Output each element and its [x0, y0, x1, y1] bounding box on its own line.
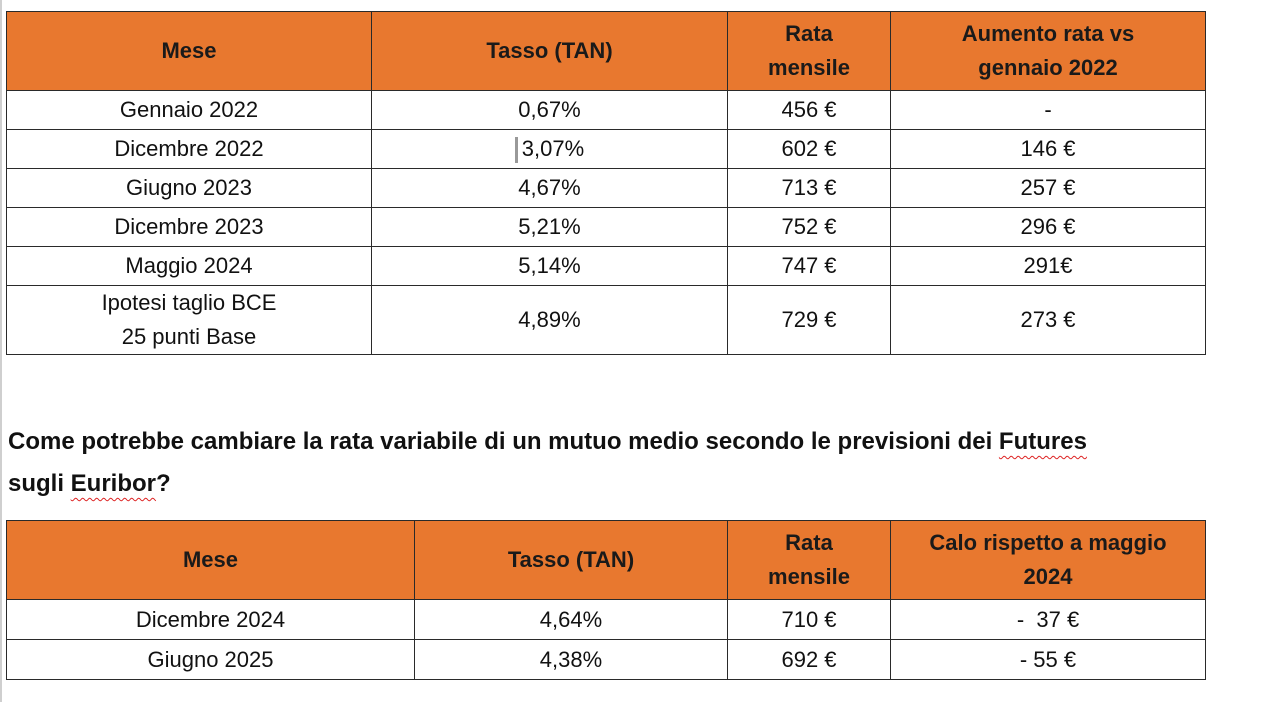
header-mese: Mese [6, 11, 372, 91]
header-rata: Rata mensile [727, 520, 891, 600]
table-row: Ipotesi taglio BCE 25 punti Base 4,89% 7… [6, 285, 1206, 355]
cell-tasso: 4,64% [414, 599, 728, 640]
table-row: Giugno 2023 4,67% 713 € 257 € [6, 168, 1206, 208]
table-row: Dicembre 2022 3,07% 602 € 146 € [6, 129, 1206, 169]
cell-rata: 710 € [727, 599, 891, 640]
header-rata-line2: mensile [768, 564, 850, 589]
header-aumento-line1-text: Aumento rata vs [961, 21, 1135, 46]
cell-rata: 602 € [727, 129, 891, 169]
header-aumento: Aumento rata vs gennaio 2022 [890, 11, 1206, 91]
table-header-row: Mese Tasso (TAN) Rata mensile Calo rispe… [6, 520, 1206, 600]
cell-mese: Giugno 2023 [6, 168, 372, 208]
question-part2: sugli [8, 470, 71, 497]
table-row: Dicembre 2023 5,21% 752 € 296 € [6, 207, 1206, 247]
cell-aumento: 146 € [890, 129, 1206, 169]
cell-aumento: 273 € [890, 285, 1206, 355]
cell-rata: 713 € [727, 168, 891, 208]
cell-aumento: 257 € [890, 168, 1206, 208]
table-row: Maggio 2024 5,14% 747 € 291€ [6, 246, 1206, 286]
header-tasso: Tasso (TAN) [371, 11, 728, 91]
cell-mese: Gennaio 2022 [6, 90, 372, 130]
header-tasso: Tasso (TAN) [414, 520, 728, 600]
header-calo-line1: Calo rispetto a maggio [929, 530, 1167, 555]
rate-forecast-table: Mese Tasso (TAN) Rata mensile Calo rispe… [6, 520, 1206, 680]
header-calo: Calo rispetto a maggio 2024 [890, 520, 1206, 600]
header-rata-line1: Rata [785, 530, 833, 555]
cell-tasso: 5,14% [371, 246, 728, 286]
table-row: Gennaio 2022 0,67% 456 € - [6, 90, 1206, 130]
question-part1: Come potrebbe cambiare la rata variabile… [8, 428, 999, 455]
question-part3: ? [156, 470, 171, 497]
cell-aumento: 296 € [890, 207, 1206, 247]
cell-rata: 456 € [727, 90, 891, 130]
cell-mese: Dicembre 2024 [6, 599, 415, 640]
cell-tasso: 0,67% [371, 90, 728, 130]
cell-mese: Giugno 2025 [6, 639, 415, 680]
cell-mese: Ipotesi taglio BCE 25 punti Base [6, 285, 372, 355]
cell-aumento: - [890, 90, 1206, 130]
cell-calo: - 37 € [890, 599, 1206, 640]
rate-increase-table: Mese Tasso (TAN) Rata mensile Aumento ra… [6, 11, 1206, 355]
table-row: Dicembre 2024 4,64% 710 € - 37 € [6, 599, 1206, 640]
header-rata-line1: Rata [785, 21, 833, 46]
question-euribor: Euribor [70, 470, 157, 497]
cell-aumento: 291€ [890, 246, 1206, 286]
section-question: Come potrebbe cambiare la rata variabile… [8, 421, 1280, 505]
cell-mese: Dicembre 2023 [6, 207, 372, 247]
header-rata: Rata mensile [727, 11, 891, 91]
header-rata-line2: mensile [768, 55, 850, 80]
cell-rata: 752 € [727, 207, 891, 247]
cell-tasso-text: 3,07% [521, 136, 585, 161]
cell-mese-line2: 25 punti Base [121, 324, 257, 349]
question-futures: Futures [998, 428, 1087, 455]
cell-calo: - 55 € [890, 639, 1206, 680]
table-header-row: Mese Tasso (TAN) Rata mensile Aumento ra… [6, 11, 1206, 91]
cell-rata: 729 € [727, 285, 891, 355]
cell-tasso: 3,07% [371, 129, 728, 169]
cell-mese: Maggio 2024 [6, 246, 372, 286]
header-aumento-line1: Aumento rata vs [897, 17, 1199, 51]
cell-tasso: 4,38% [414, 639, 728, 680]
header-aumento-line2: gennaio 2022 [978, 55, 1118, 80]
cell-rata: 747 € [727, 246, 891, 286]
cell-tasso: 5,21% [371, 207, 728, 247]
cell-mese-line1: Ipotesi taglio BCE [101, 290, 277, 315]
cell-tasso: 4,89% [371, 285, 728, 355]
table-row: Giugno 2025 4,38% 692 € - 55 € [6, 639, 1206, 680]
page-left-rule [0, 0, 2, 702]
cell-tasso: 4,67% [371, 168, 728, 208]
header-calo-line2: 2024 [1023, 564, 1073, 589]
text-cursor [514, 137, 518, 164]
cell-mese: Dicembre 2022 [6, 129, 372, 169]
cell-rata: 692 € [727, 639, 891, 680]
header-mese: Mese [6, 520, 415, 600]
